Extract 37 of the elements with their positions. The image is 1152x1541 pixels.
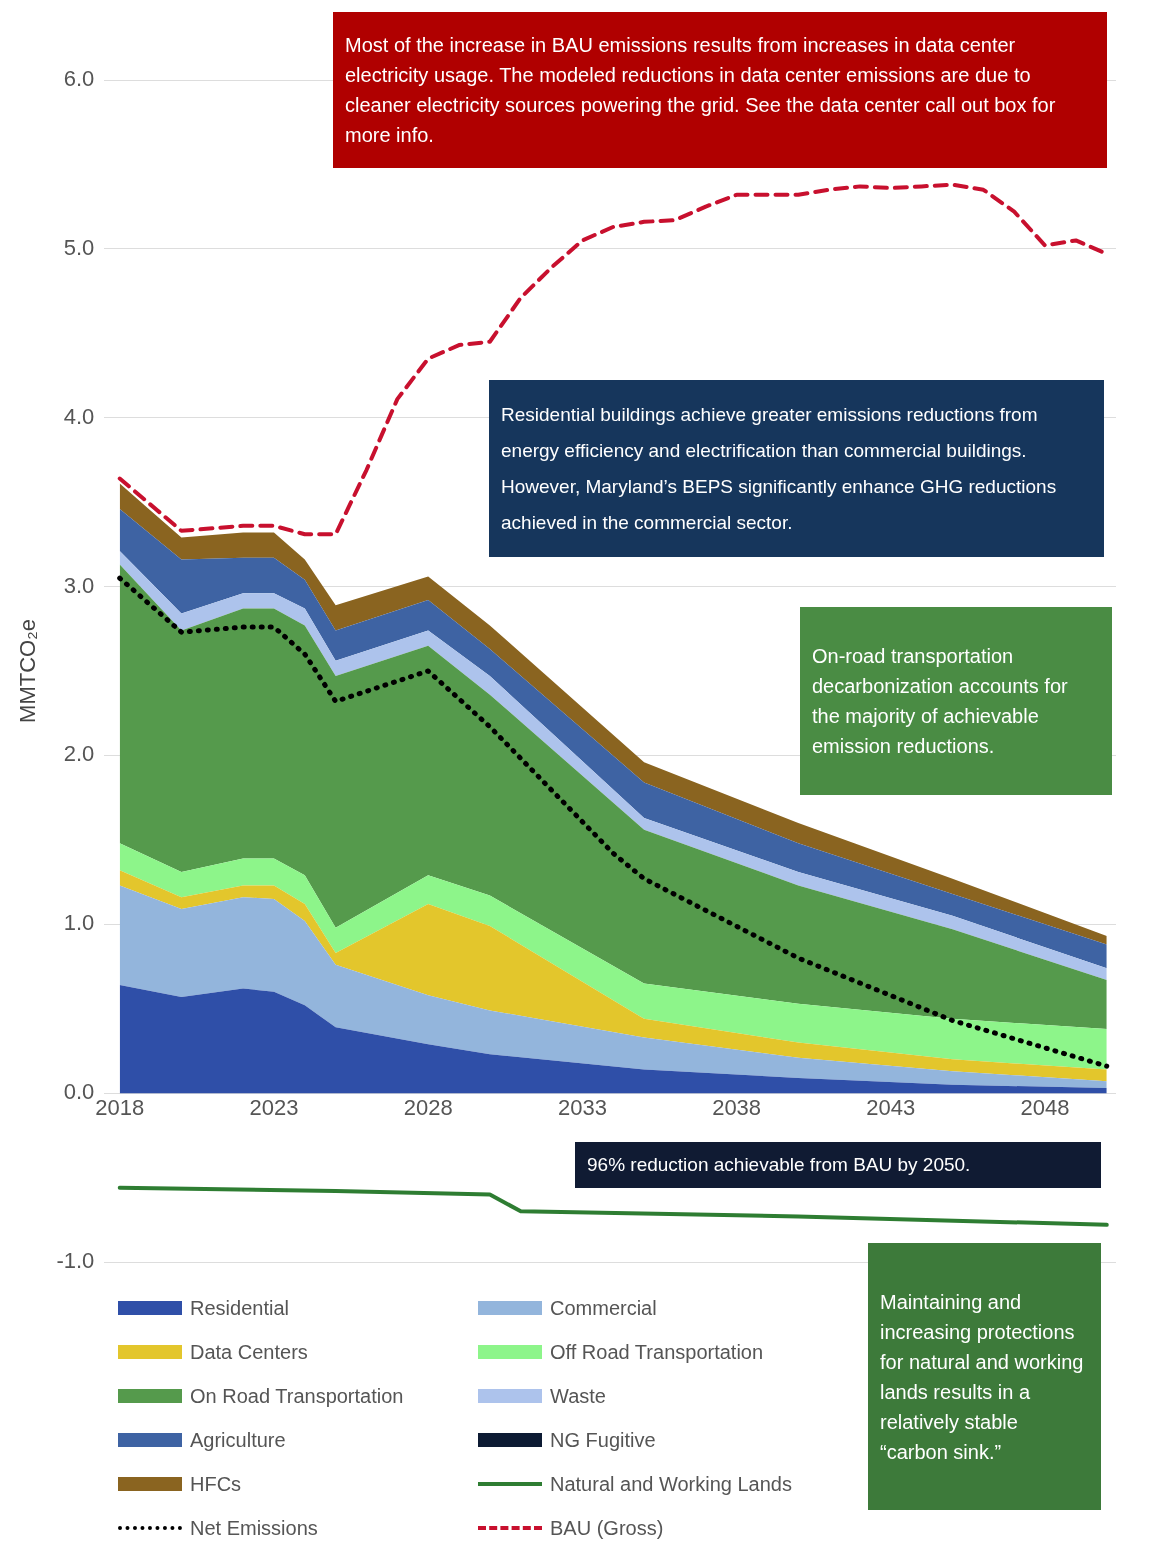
legend-label: Natural and Working Lands — [550, 1472, 792, 1496]
legend-label: Data Centers — [190, 1340, 308, 1364]
callout: Most of the increase in BAU emissions results from increases in data center electricity usage. The modeled reductions in data center emissions are due to cleaner electricity sources powering the grid. See the data center call out box for more info. — [333, 12, 1107, 168]
legend-label: HFCs — [190, 1472, 242, 1496]
x-tick-label: 2028 — [403, 1095, 453, 1121]
legend-label: On Road Transportation — [190, 1384, 404, 1408]
legend-label: NG Fugitive — [550, 1428, 656, 1452]
x-tick-label: 2033 — [557, 1095, 607, 1121]
y-tick-label: 5.0 — [63, 234, 95, 260]
annotation: Residential buildings achieve greater emissions reductions from energy efficiency and electrification than commercial buildings. However, Maryland’s BEPS significantly enhance GHG reductions achieved in the commercial sector. — [501, 402, 1058, 535]
y-tick-label: 1.0 — [63, 910, 95, 936]
legend-label: Net Emissions — [190, 1516, 318, 1540]
callout: Residential buildings achieve greater emissions reductions from energy efficiency and electrification than commercial buildings. However, Maryland’s BEPS significantly enhance GHG reductions achieved in the commercial sector. — [489, 380, 1104, 557]
callout: Maintaining and increasing protections for natural and working lands results in a relatively stable “carbon sink.” — [868, 1243, 1101, 1510]
y-tick-label: -1.0 — [56, 1248, 95, 1274]
y-tick-label: 2.0 — [63, 741, 95, 767]
legend-label: Residential — [190, 1296, 289, 1320]
x-tick-label: 2043 — [866, 1095, 916, 1121]
y-axis-title: MMTCO₂e — [15, 619, 41, 723]
annotation: On-road transportation decarbonization accounts for the majority of achievable emission reductions. — [812, 644, 1069, 759]
callout: On-road transportation decarbonization accounts for the majority of achievable emission reductions. — [800, 607, 1112, 795]
legend-label: Agriculture — [190, 1428, 286, 1452]
x-tick-label: 2048 — [1020, 1095, 1070, 1121]
legend-label: BAU (Gross) — [550, 1516, 664, 1540]
callout: 96% reduction achievable from BAU by 2050. — [575, 1142, 1101, 1188]
annotation: 96% reduction achievable from BAU by 2050. — [587, 1153, 971, 1177]
y-tick-label: 6.0 — [63, 66, 95, 92]
x-tick-label: 2038 — [712, 1095, 762, 1121]
y-tick-label: 0.0 — [63, 1079, 95, 1105]
legend-label: Off Road Transportation — [550, 1340, 764, 1364]
annotation: Most of the increase in BAU emissions results from increases in data center electricity usage. The modeled reductions in data center emissions are due to cleaner electricity sources powering the grid. See the data center call out box for more info. — [345, 33, 1057, 148]
x-tick-label: 2018 — [95, 1095, 145, 1121]
x-tick-label: 2023 — [249, 1095, 299, 1121]
legend-label: Waste — [550, 1384, 606, 1408]
y-tick-label: 3.0 — [63, 572, 95, 598]
legend-label: Commercial — [550, 1296, 657, 1320]
y-tick-label: 4.0 — [63, 403, 95, 429]
